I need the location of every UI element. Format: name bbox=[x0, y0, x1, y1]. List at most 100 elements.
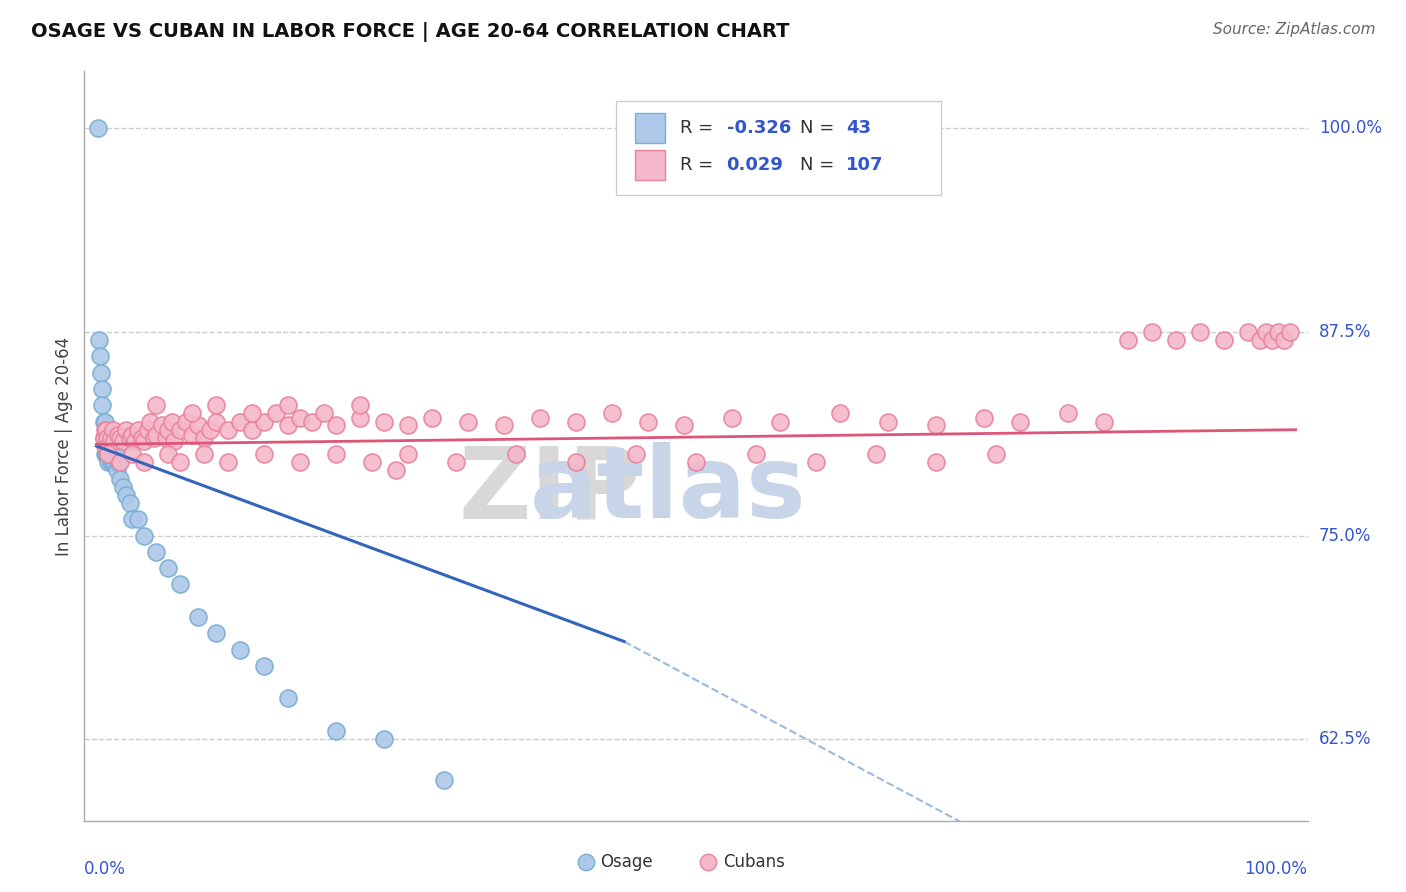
Point bbox=[96, 439, 118, 453]
Point bbox=[91, 382, 114, 396]
Point bbox=[118, 496, 141, 510]
Point bbox=[131, 431, 153, 445]
Point bbox=[277, 417, 299, 432]
Point bbox=[98, 447, 121, 461]
Point bbox=[865, 447, 887, 461]
Point bbox=[253, 415, 276, 429]
Point bbox=[134, 455, 156, 469]
Point bbox=[672, 417, 695, 432]
Point bbox=[150, 417, 173, 432]
Point bbox=[181, 427, 204, 442]
Point bbox=[97, 447, 120, 461]
Point bbox=[277, 398, 299, 412]
Point bbox=[290, 455, 312, 469]
Point bbox=[205, 398, 228, 412]
Point bbox=[110, 455, 132, 469]
Point bbox=[107, 455, 129, 469]
Point bbox=[205, 415, 228, 429]
Point bbox=[1236, 325, 1258, 339]
Point bbox=[103, 455, 125, 469]
Point bbox=[142, 431, 165, 445]
Point bbox=[1164, 333, 1187, 347]
Point bbox=[253, 447, 276, 461]
Text: Source: ZipAtlas.com: Source: ZipAtlas.com bbox=[1212, 22, 1375, 37]
Point bbox=[396, 447, 419, 461]
Point bbox=[193, 431, 215, 445]
Point bbox=[93, 431, 115, 445]
Point bbox=[529, 411, 551, 425]
Point bbox=[1254, 325, 1277, 339]
Point bbox=[385, 463, 408, 477]
Point bbox=[96, 431, 118, 445]
Point bbox=[104, 447, 127, 461]
Point bbox=[163, 434, 186, 449]
Point bbox=[103, 434, 125, 449]
Point bbox=[1212, 333, 1234, 347]
Point bbox=[93, 431, 115, 445]
Point bbox=[110, 472, 132, 486]
Point bbox=[187, 417, 209, 432]
Point bbox=[253, 659, 276, 673]
Text: 0.029: 0.029 bbox=[727, 156, 783, 174]
Point bbox=[984, 447, 1007, 461]
Point bbox=[174, 415, 197, 429]
Point bbox=[157, 423, 180, 437]
Point bbox=[565, 415, 588, 429]
Point bbox=[1116, 333, 1139, 347]
Point bbox=[1278, 325, 1301, 339]
Point bbox=[134, 528, 156, 542]
Point bbox=[229, 642, 252, 657]
Point bbox=[90, 366, 112, 380]
Point bbox=[505, 447, 527, 461]
Text: 62.5%: 62.5% bbox=[1319, 731, 1371, 748]
Point bbox=[93, 439, 117, 453]
Point bbox=[101, 423, 124, 437]
Text: 107: 107 bbox=[846, 156, 884, 174]
Point bbox=[121, 447, 143, 461]
Point bbox=[349, 398, 371, 412]
Point bbox=[876, 415, 898, 429]
Point bbox=[925, 455, 948, 469]
Point bbox=[97, 447, 120, 461]
Point bbox=[155, 431, 177, 445]
Y-axis label: In Labor Force | Age 20-64: In Labor Force | Age 20-64 bbox=[55, 336, 73, 556]
Point bbox=[600, 406, 623, 420]
Text: R =: R = bbox=[681, 119, 713, 136]
Point bbox=[107, 427, 129, 442]
Point bbox=[93, 447, 117, 461]
Point bbox=[93, 415, 115, 429]
Point bbox=[804, 455, 827, 469]
Point bbox=[325, 447, 347, 461]
Point bbox=[349, 411, 371, 425]
Point bbox=[290, 411, 312, 425]
Point bbox=[624, 447, 647, 461]
Point bbox=[325, 417, 347, 432]
Text: Osage: Osage bbox=[600, 853, 654, 871]
Point bbox=[93, 415, 117, 429]
Point bbox=[169, 423, 191, 437]
Text: atlas: atlas bbox=[530, 442, 806, 540]
Point bbox=[264, 406, 287, 420]
Point bbox=[124, 434, 146, 449]
Point bbox=[217, 455, 239, 469]
Point bbox=[301, 415, 323, 429]
Point bbox=[145, 427, 167, 442]
Point bbox=[396, 417, 419, 432]
Text: R =: R = bbox=[681, 156, 713, 174]
Point bbox=[145, 545, 167, 559]
Point bbox=[373, 732, 395, 747]
Text: ZIP: ZIP bbox=[458, 442, 641, 540]
Point bbox=[96, 447, 118, 461]
Point bbox=[115, 423, 138, 437]
Point bbox=[157, 561, 180, 575]
Point bbox=[94, 431, 117, 445]
Point bbox=[86, 121, 108, 136]
Point bbox=[205, 626, 228, 640]
Point bbox=[111, 480, 134, 494]
Point bbox=[325, 724, 347, 739]
Point bbox=[94, 447, 117, 461]
Point bbox=[229, 415, 252, 429]
Point bbox=[314, 406, 336, 420]
Point bbox=[217, 423, 239, 437]
Point bbox=[118, 431, 141, 445]
